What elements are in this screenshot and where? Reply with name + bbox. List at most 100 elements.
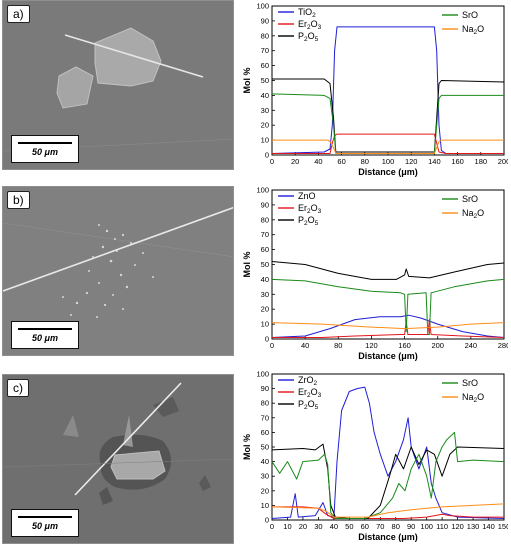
x-tick-label: 130 <box>467 522 480 531</box>
chart-a: 0 10 20 30 40 50 60 70 80 90 100 0 20 40 60 80 100 120 140… <box>240 0 510 185</box>
legend-label-zno: ZnO <box>298 191 316 201</box>
scale-box-c: 50 μm <box>11 509 79 537</box>
y-tick-label: 100 <box>256 370 269 379</box>
chart-c: 0 10 20 30 40 50 60 70 80 90 100 0 10 20 30 40 50 60 70 80 9… <box>240 368 510 553</box>
legend-label-na2o: Na2O <box>462 208 484 220</box>
series-line-p2o5 <box>272 78 505 153</box>
x-tick-label: 140 <box>482 522 495 531</box>
y-tick-label: 20 <box>261 305 269 314</box>
y-tick-label: 60 <box>261 245 269 254</box>
y-tick-label: 70 <box>261 46 269 55</box>
legend-label-na2o: Na2O <box>462 392 484 404</box>
x-tick-label: 30 <box>314 522 322 531</box>
x-axis-label: Distance (μm) <box>358 351 418 361</box>
y-tick-label: 80 <box>261 31 269 40</box>
x-tick-label: 50 <box>345 522 353 531</box>
x-tick-label: 100 <box>382 157 395 166</box>
y-tick-label: 100 <box>256 2 269 11</box>
sem-image-b: b) 50 μm <box>2 186 234 356</box>
scale-bar-b <box>18 328 72 330</box>
series-line-p2o5 <box>271 261 505 280</box>
x-tick-label: 0 <box>270 341 274 350</box>
x-tick-label: 120 <box>405 157 418 166</box>
legend-label-er2o3: Er2O3 <box>298 387 322 399</box>
x-tick-label: 110 <box>436 522 448 531</box>
y-tick-label: 0 <box>265 516 269 525</box>
y-tick-label: 50 <box>261 76 269 85</box>
y-tick-label: 90 <box>261 384 269 393</box>
y-tick-label: 10 <box>261 501 269 510</box>
chart-c-svg: 0 10 20 30 40 50 60 70 80 90 100 0 10 20 30 40 50 60 70 80 9… <box>242 370 510 543</box>
y-tick-label: 10 <box>261 320 269 329</box>
x-tick-label: 240 <box>465 341 478 350</box>
y-tick-label: 90 <box>261 16 269 25</box>
x-tick-label: 150 <box>498 522 508 531</box>
legend-label-p2o5: P2O5 <box>298 31 319 43</box>
x-tick-label: 160 <box>451 157 464 166</box>
chart-a-svg: 0 10 20 30 40 50 60 70 80 90 100 0 20 40 60 80 100 120 140… <box>242 2 510 178</box>
scale-box-b: 50 μm <box>11 321 79 349</box>
panel-label-b: b) <box>7 191 30 209</box>
legend-label-tio2: TiO2 <box>298 7 316 19</box>
series-line-na2o <box>272 139 504 154</box>
x-tick-label: 140 <box>428 157 441 166</box>
chart-b: 0 10 20 30 40 50 60 70 80 90 100 0 40 80 120 160 200 240 2… <box>240 184 510 369</box>
series-line-sro <box>271 278 505 335</box>
y-tick-label: 80 <box>261 399 269 408</box>
legend-label-p2o5: P2O5 <box>298 215 319 227</box>
y-axis-label: Mol % <box>242 434 252 460</box>
y-axis-label: Mol % <box>242 252 252 278</box>
y-tick-label: 70 <box>261 413 269 422</box>
series-line-er2o3 <box>272 319 505 338</box>
y-tick-label: 20 <box>261 486 269 495</box>
y-tick-label: 0 <box>265 335 269 344</box>
y-tick-label: 60 <box>261 428 269 437</box>
x-tick-label: 70 <box>376 522 384 531</box>
x-tick-label: 60 <box>337 157 345 166</box>
y-tick-label: 90 <box>261 200 269 209</box>
series-line-tio2 <box>271 26 504 154</box>
scale-label-c: 50 μm <box>32 521 58 531</box>
y-tick-label: 0 <box>265 151 269 160</box>
y-axis-label: Mol % <box>242 68 252 94</box>
x-tick-label: 80 <box>392 522 400 531</box>
x-tick-label: 180 <box>475 157 488 166</box>
y-tick-label: 80 <box>261 215 269 224</box>
x-tick-label: 40 <box>314 157 322 166</box>
series-line-zno <box>271 314 505 338</box>
chart-b-svg: 0 10 20 30 40 50 60 70 80 90 100 0 40 80 120 160 200 240 2… <box>242 186 510 362</box>
plot-frame <box>271 189 505 340</box>
legend-label-er2o3: Er2O3 <box>298 203 322 215</box>
x-tick-label: 80 <box>334 341 342 350</box>
x-tick-label: 10 <box>283 522 291 531</box>
x-tick-label: 120 <box>365 341 378 350</box>
legend-label-sro: SrO <box>462 378 478 388</box>
legend-label-sro: SrO <box>462 10 478 20</box>
y-tick-label: 10 <box>261 136 269 145</box>
sem-image-c: c) 50 μm <box>2 374 234 544</box>
sem-image-a: a) 50 μm <box>2 0 234 170</box>
y-tick-label: 40 <box>261 457 269 466</box>
x-tick-label: 100 <box>420 522 433 531</box>
series-line-sro <box>271 431 505 519</box>
x-tick-label: 200 <box>431 341 444 350</box>
series-line-er2o3 <box>272 133 504 154</box>
x-tick-label: 20 <box>291 157 299 166</box>
scale-label-b: 50 μm <box>32 333 58 343</box>
plot-frame <box>271 5 505 156</box>
panel-label-c: c) <box>7 379 29 397</box>
y-tick-label: 100 <box>256 186 269 195</box>
scale-box-a: 50 μm <box>11 135 79 163</box>
x-tick-label: 40 <box>330 522 338 531</box>
x-tick-label: 40 <box>301 341 309 350</box>
x-tick-label: 0 <box>270 157 274 166</box>
y-tick-label: 50 <box>261 260 269 269</box>
x-tick-label: 0 <box>270 522 274 531</box>
x-tick-label: 200 <box>498 157 508 166</box>
legend-label-zro2: ZrO2 <box>298 375 318 387</box>
series-line-na2o <box>271 322 505 330</box>
y-tick-label: 30 <box>261 106 269 115</box>
x-tick-label: 90 <box>407 522 415 531</box>
series-line-na2o <box>271 503 505 518</box>
panel-label-a: a) <box>7 5 30 23</box>
